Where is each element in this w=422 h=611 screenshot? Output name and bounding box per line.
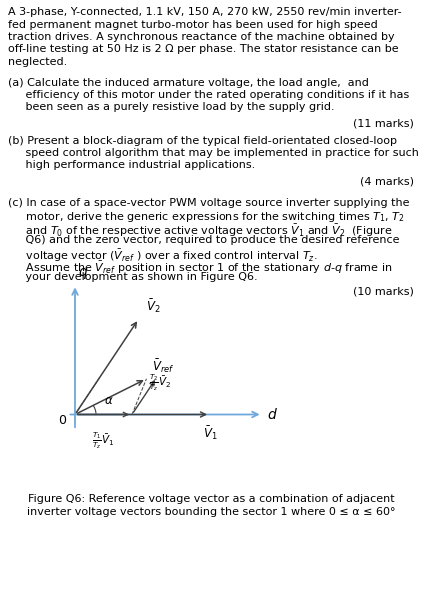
Text: $d$: $d$: [267, 407, 278, 422]
Text: $q$: $q$: [78, 266, 88, 280]
Text: voltage vector ($\bar{V}_{ref}$ ) over a fixed control interval $T_z$.: voltage vector ($\bar{V}_{ref}$ ) over a…: [8, 247, 318, 264]
Text: motor, derive the generic expressions for the switching times $T_1$, $T_2$: motor, derive the generic expressions fo…: [8, 210, 405, 224]
Text: neglected.: neglected.: [8, 57, 67, 67]
Text: off-line testing at 50 Hz is 2 Ω per phase. The stator resistance can be: off-line testing at 50 Hz is 2 Ω per pha…: [8, 45, 399, 54]
Text: Q6) and the zero vector, required to produce the desired reference: Q6) and the zero vector, required to pro…: [8, 235, 400, 245]
Text: efficiency of this motor under the rated operating conditions if it has: efficiency of this motor under the rated…: [8, 90, 409, 100]
Text: traction drives. A synchronous reactance of the machine obtained by: traction drives. A synchronous reactance…: [8, 32, 395, 42]
Text: speed control algorithm that may be implemented in practice for such: speed control algorithm that may be impl…: [8, 148, 419, 158]
Text: (4 marks): (4 marks): [360, 177, 414, 187]
Text: (a) Calculate the induced armature voltage, the load angle,  and: (a) Calculate the induced armature volta…: [8, 78, 369, 87]
Text: $\frac{T_2}{T_z}\bar{V}_2$: $\frac{T_2}{T_z}\bar{V}_2$: [149, 372, 171, 393]
Text: and $T_0$ of the respective active voltage vectors $\bar{V}_1$ and $\bar{V}_2$  : and $T_0$ of the respective active volta…: [8, 222, 392, 239]
Text: (b) Present a block-diagram of the typical field-orientated closed-loop: (b) Present a block-diagram of the typic…: [8, 136, 397, 145]
Text: Figure Q6: Reference voltage vector as a combination of adjacent: Figure Q6: Reference voltage vector as a…: [28, 494, 394, 505]
Text: Assume the $\bar{V}_{ref}$ position in sector 1 of the stationary $d$-$q$ frame : Assume the $\bar{V}_{ref}$ position in s…: [8, 260, 392, 276]
Text: fed permanent magnet turbo-motor has been used for high speed: fed permanent magnet turbo-motor has bee…: [8, 20, 378, 29]
Text: your development as shown in Figure Q6.: your development as shown in Figure Q6.: [8, 273, 257, 282]
Text: $\alpha$: $\alpha$: [103, 393, 113, 407]
Text: $\bar{V}_{ref}$: $\bar{V}_{ref}$: [152, 357, 175, 375]
Text: 0: 0: [58, 414, 66, 428]
Text: been seen as a purely resistive load by the supply grid.: been seen as a purely resistive load by …: [8, 103, 335, 112]
Text: A 3-phase, Y-connected, 1.1 kV, 150 A, 270 kW, 2550 rev/min inverter-: A 3-phase, Y-connected, 1.1 kV, 150 A, 2…: [8, 7, 402, 17]
Text: $\bar{V}_1$: $\bar{V}_1$: [203, 425, 217, 442]
Text: inverter voltage vectors bounding the sector 1 where 0 ≤ α ≤ 60°: inverter voltage vectors bounding the se…: [27, 507, 395, 517]
Text: high performance industrial applications.: high performance industrial applications…: [8, 161, 255, 170]
Text: $\frac{T_1}{T_z}\bar{V}_1$: $\frac{T_1}{T_z}\bar{V}_1$: [92, 430, 115, 451]
Text: (11 marks): (11 marks): [353, 119, 414, 129]
Text: (c) In case of a space-vector PWM voltage source inverter supplying the: (c) In case of a space-vector PWM voltag…: [8, 197, 409, 208]
Text: $\bar{V}_2$: $\bar{V}_2$: [146, 298, 161, 315]
Text: (10 marks): (10 marks): [353, 287, 414, 297]
